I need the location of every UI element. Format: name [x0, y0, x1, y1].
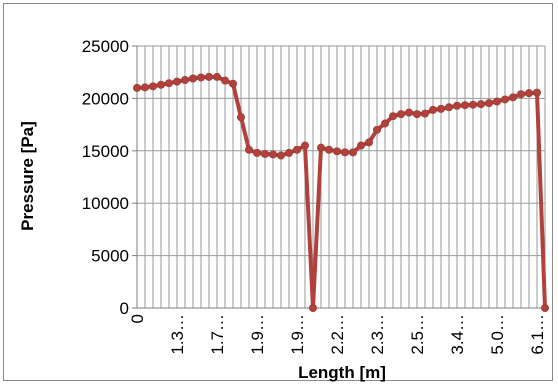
data-point: [228, 79, 237, 88]
data-point: [372, 125, 381, 134]
axes: [136, 46, 545, 309]
data-point: [404, 108, 413, 117]
data-point: [396, 110, 405, 119]
y-tick-labels: 0 5000 10000 15000 20000 25000: [82, 37, 129, 318]
x-tick-label: 1.9…: [288, 314, 307, 355]
x-tick-label: 2.2…: [328, 314, 347, 355]
x-tick-label: 1.9…: [248, 314, 267, 355]
data-point: [164, 79, 173, 88]
data-point: [348, 148, 357, 157]
data-point: [533, 88, 542, 97]
data-point: [236, 113, 245, 122]
x-tick-label: 3.4…: [448, 314, 467, 355]
data-point: [180, 76, 189, 85]
data-point: [148, 82, 157, 91]
data-point: [468, 100, 477, 109]
data-point: [140, 83, 149, 92]
data-point: [212, 72, 221, 81]
pressure-series-line: [136, 74, 547, 310]
data-point: [508, 93, 517, 102]
y-tick-label: 5000: [91, 247, 129, 266]
data-point: [316, 143, 325, 152]
x-tick-label: 1.7…: [208, 314, 227, 355]
data-point: [364, 138, 373, 147]
data-point: [525, 89, 534, 98]
data-point: [252, 148, 261, 157]
pressure-length-chart: 0 5000 10000 15000 20000 25000 0 1.3… 1.7… 1.9… 1…: [18, 37, 550, 382]
data-point: [436, 104, 445, 113]
chart-frame: 0 5000 10000 15000 20000 25000 0 1.3… 1.7… 1.9… 1…: [3, 3, 553, 382]
data-point: [380, 119, 389, 128]
data-point: [420, 109, 429, 118]
data-point: [300, 141, 309, 150]
data-point: [517, 90, 526, 99]
y-tick-label: 25000: [82, 37, 129, 56]
data-point: [244, 145, 253, 154]
y-tick-label: 20000: [82, 89, 129, 108]
data-point: [132, 83, 141, 92]
horizontal-gridlines: [132, 45, 545, 309]
x-tick-label: 2.5…: [408, 314, 427, 355]
data-point: [196, 73, 205, 82]
data-point: [220, 76, 229, 85]
data-point: [292, 145, 301, 154]
data-point: [284, 148, 293, 157]
data-point: [260, 149, 269, 158]
data-point: [308, 303, 317, 312]
x-tick-label: 6.1…: [528, 314, 547, 355]
data-point: [428, 105, 437, 114]
data-point: [500, 95, 509, 104]
data-point: [541, 303, 550, 312]
series-line: [136, 74, 547, 310]
data-point: [188, 74, 197, 83]
data-point: [412, 110, 421, 119]
data-point: [388, 112, 397, 121]
y-tick-label: 15000: [82, 142, 129, 161]
data-point: [444, 103, 453, 112]
data-point: [268, 150, 277, 159]
data-point: [204, 72, 213, 81]
y-tick-label: 0: [120, 299, 129, 318]
data-point: [276, 151, 285, 160]
data-point: [340, 148, 349, 157]
data-point: [156, 80, 165, 89]
x-tick-label: 2.3…: [368, 314, 387, 355]
data-point: [484, 99, 493, 108]
data-point: [324, 145, 333, 154]
data-point: [332, 147, 341, 156]
x-tick-label: 0: [128, 314, 147, 323]
x-tick-labels: 0 1.3… 1.7… 1.9… 1.9… 2.2… 2.3… 2.5… 3.4… 5.0… 6.1…: [128, 314, 547, 355]
data-point: [492, 97, 501, 106]
y-tick-label: 10000: [82, 194, 129, 213]
x-tick-label: 5.0…: [488, 314, 507, 355]
data-point: [460, 101, 469, 110]
data-point: [452, 101, 461, 110]
data-point: [476, 100, 485, 109]
x-tick-label: 1.3…: [168, 314, 187, 355]
x-axis-title: Length [m]: [298, 363, 386, 382]
vertical-gridlines: [136, 46, 546, 308]
data-point: [172, 77, 181, 86]
data-point: [356, 141, 365, 150]
y-axis-title: Pressure [Pa]: [18, 121, 37, 231]
series-markers: [132, 72, 550, 312]
